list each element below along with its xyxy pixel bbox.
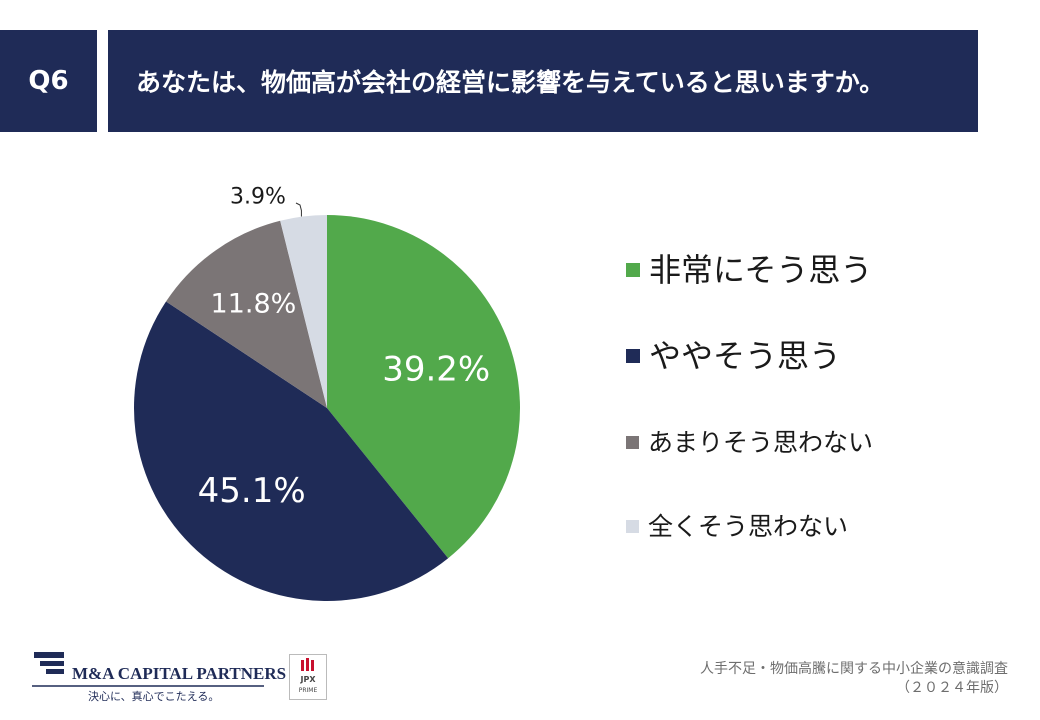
legend-swatch-2 — [626, 349, 640, 363]
legend-swatch-1 — [626, 263, 640, 277]
legend-label-3: あまりそう思わない — [648, 428, 874, 457]
jpx-market: PRIME — [298, 687, 318, 694]
legend-item-2: ややそう思う — [626, 340, 841, 372]
question-title: あなたは、物価高が会社の経営に影響を与えていると思いますか。 — [136, 68, 885, 97]
pie-label-3: 11.8% — [211, 289, 297, 320]
pie-leader-line-4 — [295, 202, 302, 217]
survey-note: 人手不足・物価高騰に関する中小企業の意識調査 （２０２４年版） — [700, 660, 1008, 698]
jpx-mark: JPX — [300, 675, 316, 684]
legend-item-3: あまりそう思わない — [626, 430, 873, 455]
company-logo: M&A CAPITAL PARTNERS 決心に、真心でこたえる。 — [32, 648, 286, 708]
pie-slice-2 — [134, 301, 449, 601]
company-name: M&A CAPITAL PARTNERS — [72, 664, 287, 683]
pie-label-1: 39.2% — [382, 349, 490, 389]
legend-item-1: 非常にそう思う — [626, 254, 872, 286]
jpx-prime-logo: JPX PRIME — [289, 654, 327, 700]
pie-slice-4 — [280, 215, 327, 408]
question-title-bar: あなたは、物価高が会社の経営に影響を与えていると思いますか。 — [108, 30, 978, 132]
question-number: Q6 — [28, 66, 69, 96]
legend-item-4: 全くそう思わない — [626, 514, 848, 539]
legend-label-2: ややそう思う — [649, 337, 842, 375]
legend-swatch-4 — [626, 520, 639, 533]
survey-title: 人手不足・物価高騰に関する中小企業の意識調査 — [700, 661, 1008, 677]
question-number-badge: Q6 — [0, 30, 97, 132]
legend-swatch-3 — [626, 436, 639, 449]
company-logo-mark-icon — [32, 652, 264, 687]
pie-slice-3 — [166, 220, 327, 408]
survey-year: （２０２４年版） — [896, 680, 1008, 696]
pie-label-2: 45.1% — [198, 471, 306, 511]
company-slogan: 決心に、真心でこたえる。 — [88, 690, 220, 703]
legend-label-1: 非常にそう思う — [649, 251, 873, 289]
legend-label-4: 全くそう思わない — [648, 512, 849, 541]
pie-label-4: 3.9% — [230, 185, 286, 210]
pie-slice-1 — [327, 215, 520, 559]
